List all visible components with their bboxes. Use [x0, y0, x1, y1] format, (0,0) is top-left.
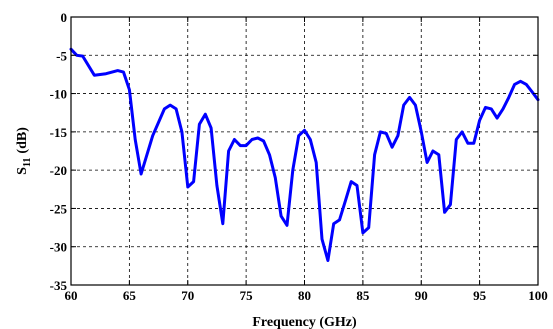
series-layer — [69, 47, 540, 262]
y-tick-label: -20 — [50, 163, 67, 178]
x-tick-label: 80 — [298, 288, 311, 303]
y-axis-ticks: 0 -5 -10 -15 -20 -25 -30 -35 — [50, 10, 538, 293]
series-line — [69, 47, 540, 262]
y-axis-label-main: S — [15, 167, 30, 175]
y-tick-label: -30 — [50, 240, 67, 255]
y-tick-label: -5 — [56, 48, 67, 63]
y-tick-label: -25 — [50, 201, 68, 216]
y-tick-label: 0 — [61, 10, 68, 25]
x-axis-label: Frequency (GHz) — [252, 315, 357, 329]
x-tick-label: 100 — [528, 288, 548, 303]
y-axis-label-unit: (dB) — [15, 127, 30, 154]
x-tick-label: 90 — [415, 288, 428, 303]
grid — [71, 17, 538, 285]
y-tick-label: -35 — [50, 278, 68, 293]
x-tick-label: 65 — [123, 288, 137, 303]
x-tick-label: 70 — [181, 288, 194, 303]
y-axis-label: S11 (dB) — [15, 127, 33, 175]
x-tick-label: 60 — [65, 288, 78, 303]
y-axis-label-subscript: 11 — [22, 158, 33, 167]
x-tick-label: 85 — [356, 288, 370, 303]
x-tick-label: 75 — [240, 288, 254, 303]
y-tick-label: -15 — [50, 125, 68, 140]
x-tick-label: 95 — [473, 288, 487, 303]
x-axis-ticks: 60 65 70 75 80 85 90 95 100 — [65, 17, 548, 303]
y-tick-label: -10 — [50, 87, 67, 102]
